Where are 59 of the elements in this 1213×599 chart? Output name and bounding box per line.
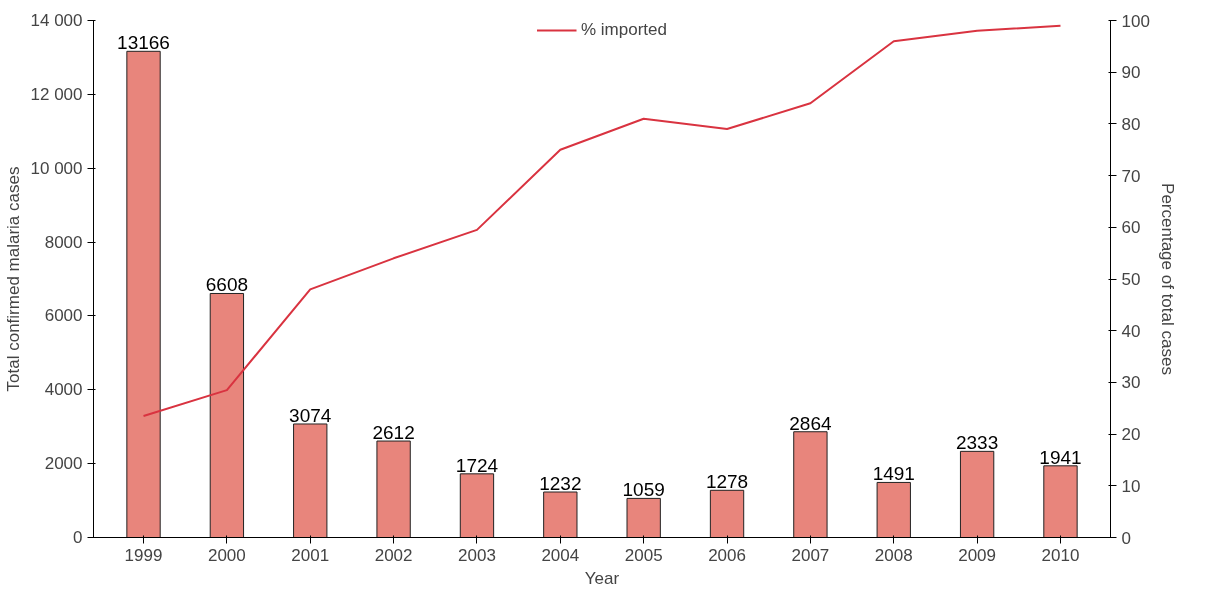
y-tick-label: 4000 — [44, 380, 83, 400]
y2-tick-label: 100 — [1121, 11, 1150, 31]
x-tick-label: 2000 — [207, 545, 246, 565]
y2-tick-label: 80 — [1121, 114, 1141, 134]
y-tick-label: 2000 — [44, 454, 83, 474]
data-label: 1232 — [539, 473, 582, 494]
x-tick-label: 2003 — [458, 545, 496, 565]
data-label: 2612 — [372, 422, 415, 444]
data-label: 13166 — [117, 32, 170, 54]
x-tick-label: 2002 — [374, 545, 413, 565]
y2-tick-label: 40 — [1121, 321, 1141, 341]
bar — [626, 497, 661, 538]
x-tick-label: 2005 — [624, 545, 663, 565]
data-label: 3074 — [289, 404, 332, 426]
bar — [1043, 465, 1078, 538]
y-tick-label: 12 000 — [30, 84, 83, 104]
x-tick-label: 2008 — [874, 545, 913, 565]
x-tick-label: 2006 — [708, 545, 746, 565]
data-label: 6608 — [205, 274, 249, 296]
y2-tick-label: 90 — [1121, 63, 1141, 83]
y-tick-label: 0 — [73, 528, 83, 547]
bar — [543, 491, 578, 538]
y-tick-label: 8000 — [44, 232, 83, 252]
data-label: 2333 — [955, 432, 999, 454]
y2-tick-label: 50 — [1121, 270, 1141, 289]
y2-tick-label: 60 — [1121, 218, 1141, 238]
y2-tick-label: 0 — [1121, 528, 1131, 548]
x-axis-title: Year — [584, 568, 620, 588]
y2-tick-label: 70 — [1121, 166, 1141, 186]
y-tick-label: 10 000 — [30, 158, 83, 178]
bar — [876, 481, 911, 538]
bar — [459, 473, 495, 538]
data-label: 1941 — [1039, 446, 1082, 468]
x-tick-label: 2001 — [291, 545, 330, 565]
data-label: 1059 — [622, 479, 665, 501]
data-label: 1278 — [705, 471, 749, 493]
data-label: 1491 — [872, 463, 915, 485]
x-tick-label: 2010 — [1041, 545, 1080, 565]
x-tick-label: 2009 — [958, 545, 997, 565]
y-axis-title: Total confirmed malaria cases — [3, 166, 23, 392]
bar — [126, 50, 161, 538]
bar — [376, 440, 411, 538]
data-label: 2864 — [789, 412, 832, 434]
x-tick-label: 2007 — [791, 545, 830, 565]
legend-label: % imported — [581, 20, 667, 40]
y2-axis-title: Percentage of total cases — [1157, 183, 1177, 375]
y-tick-label: 6000 — [44, 306, 83, 326]
x-tick-label: 1999 — [124, 545, 163, 565]
data-label: 1724 — [455, 454, 499, 476]
bar — [709, 489, 745, 538]
bar — [793, 431, 828, 538]
y2-tick-label: 10 — [1121, 476, 1141, 496]
y2-tick-label: 30 — [1121, 373, 1141, 393]
x-tick-label: 2004 — [541, 545, 580, 565]
bar — [959, 450, 995, 538]
bar — [293, 423, 328, 538]
bar — [209, 292, 245, 538]
y2-tick-label: 20 — [1121, 425, 1141, 445]
y-tick-label: 14 000 — [30, 11, 83, 30]
